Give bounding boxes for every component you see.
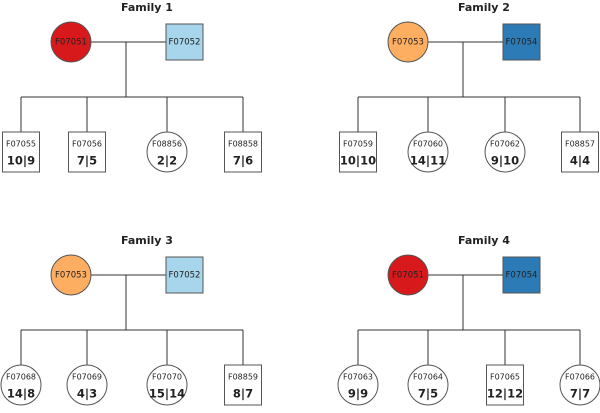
- child-node: [0, 364, 42, 406]
- child-genotype: 7|5: [418, 387, 438, 401]
- child-id: F07056: [72, 140, 102, 149]
- child-node: [407, 364, 449, 406]
- child-node: [561, 131, 599, 173]
- child-id: F08858: [228, 140, 258, 149]
- mother-id: F07053: [55, 271, 87, 281]
- child-id: F08859: [228, 373, 258, 382]
- child-genotype: 7|7: [570, 387, 590, 401]
- mother-id: F07051: [55, 38, 87, 48]
- child-genotype: 12|12: [487, 387, 523, 401]
- child-node: [66, 364, 108, 406]
- father-node: [502, 23, 541, 61]
- child-node: [486, 364, 524, 406]
- child-id: F07062: [490, 140, 520, 149]
- child-id: F07063: [343, 373, 373, 382]
- child-genotype: 14|8: [7, 387, 35, 401]
- child-node: [224, 131, 262, 173]
- father-id: F07052: [169, 38, 201, 48]
- family-title: Family 1: [121, 1, 173, 14]
- father-id: F07054: [506, 38, 538, 48]
- child-id: F07068: [6, 373, 36, 382]
- child-id: F07066: [565, 373, 595, 382]
- child-node: [68, 131, 106, 173]
- child-genotype: 9|9: [348, 387, 368, 401]
- child-genotype: 8|7: [233, 387, 253, 401]
- child-genotype: 7|5: [77, 154, 97, 168]
- father-id: F07052: [169, 271, 201, 281]
- child-id: F08856: [152, 140, 182, 149]
- child-node: [2, 131, 40, 173]
- mother-node: [387, 21, 429, 63]
- child-node: [337, 364, 379, 406]
- child-node: [484, 131, 526, 173]
- child-node: [224, 364, 262, 406]
- child-node: [146, 131, 188, 173]
- child-id: F07059: [343, 140, 373, 149]
- child-id: F07060: [413, 140, 443, 149]
- child-id: F07064: [413, 373, 443, 382]
- family-title: Family 3: [121, 234, 173, 247]
- child-genotype: 2|2: [157, 154, 177, 168]
- child-genotype: 7|6: [233, 154, 253, 168]
- child-node: [407, 131, 449, 173]
- father-node: [165, 256, 204, 294]
- child-id: F07065: [490, 373, 520, 382]
- child-node: [146, 364, 188, 406]
- child-node: [559, 364, 600, 406]
- child-genotype: 9|10: [491, 154, 519, 168]
- mother-node: [50, 254, 92, 296]
- child-genotype: 10|9: [7, 154, 35, 168]
- family-title: Family 2: [458, 1, 510, 14]
- child-genotype: 4|3: [77, 387, 97, 401]
- father-node: [502, 256, 541, 294]
- mother-id: F07053: [392, 38, 424, 48]
- father-node: [165, 23, 204, 61]
- child-genotype: 10|10: [340, 154, 376, 168]
- child-genotype: 4|4: [570, 154, 590, 168]
- family-title: Family 4: [458, 234, 510, 247]
- child-id: F07055: [6, 140, 36, 149]
- child-id: F08857: [565, 140, 595, 149]
- child-node: [339, 131, 377, 173]
- child-genotype: 15|14: [149, 387, 185, 401]
- child-id: F07070: [152, 373, 182, 382]
- mother-node: [50, 21, 92, 63]
- mother-id: F07051: [392, 271, 424, 281]
- child-genotype: 14|11: [410, 154, 446, 168]
- father-id: F07054: [506, 271, 538, 281]
- mother-node: [387, 254, 429, 296]
- child-id: F07069: [72, 373, 102, 382]
